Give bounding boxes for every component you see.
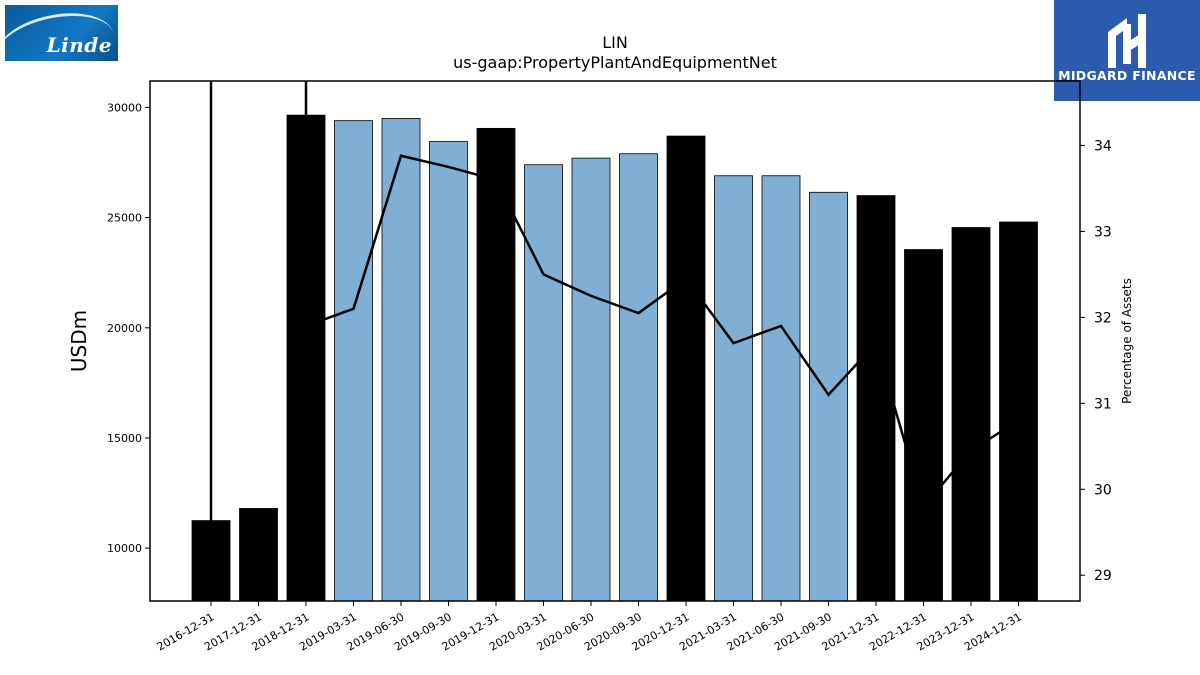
bar — [666, 135, 706, 602]
y2-tick-label: 32 — [1094, 310, 1112, 326]
y-tick-label: 25000 — [107, 212, 142, 225]
series-line — [305, 154, 1020, 510]
bar — [761, 175, 801, 602]
x-axis: 2016-12-312017-12-312018-12-312019-03-31… — [155, 601, 1024, 654]
chart-title: LIN — [602, 33, 628, 52]
bar — [571, 157, 611, 602]
bar — [524, 164, 563, 602]
y2-axis-label: Percentage of Assets — [1120, 278, 1134, 404]
y-axis: 10000 15000 20000 25000 30000 — [107, 101, 150, 555]
linde-logo-text: Linde — [46, 33, 112, 57]
linde-logo: Linde — [5, 5, 118, 61]
line-layer — [209, 81, 1020, 601]
bar — [904, 249, 943, 602]
y2-tick-label: 30 — [1094, 482, 1112, 498]
bar — [714, 175, 753, 602]
y-tick-label: 15000 — [107, 432, 142, 445]
y2-axis: 29 30 31 32 33 34 — [1080, 138, 1112, 584]
y2-tick-label: 29 — [1094, 568, 1112, 584]
midgard-logo-text: MIDGARD FINANCE — [1058, 68, 1196, 83]
bar — [951, 227, 991, 602]
y-tick-label: 30000 — [107, 101, 142, 114]
y-tick-label: 10000 — [107, 542, 142, 555]
midgard-finance-logo: MIDGARD FINANCE — [1054, 0, 1200, 101]
bar — [381, 118, 421, 602]
bar — [809, 191, 848, 602]
bar — [999, 221, 1038, 602]
plot-frame — [149, 80, 1081, 602]
bar — [476, 127, 516, 602]
y2-tick-label: 31 — [1094, 396, 1112, 412]
midgard-mark-icon — [1108, 14, 1146, 68]
y-tick-label: 20000 — [107, 322, 142, 335]
y-axis-label: USDm — [67, 310, 91, 372]
bar — [239, 508, 278, 602]
chart-subtitle: us-gaap:PropertyPlantAndEquipmentNet — [453, 53, 777, 72]
bar — [856, 195, 896, 602]
bar-layer — [191, 114, 1038, 602]
y2-tick-label: 34 — [1094, 138, 1112, 154]
y2-tick-label: 33 — [1094, 224, 1112, 240]
bar — [429, 141, 468, 602]
bar — [619, 153, 658, 602]
bar — [334, 120, 373, 602]
